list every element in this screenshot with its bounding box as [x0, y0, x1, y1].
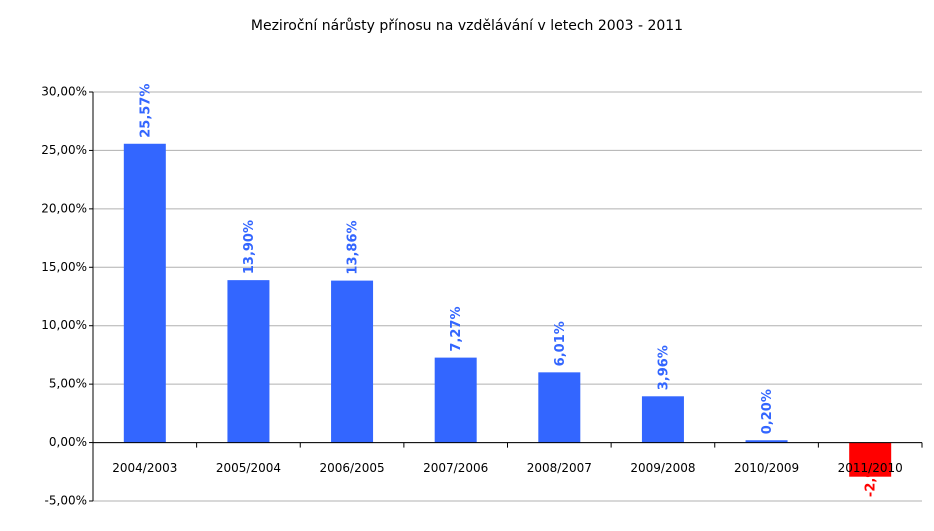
value-label: 13,90% [242, 220, 257, 274]
x-tick-label: 2007/2006 [423, 461, 488, 475]
x-tick-label: 2004/2003 [112, 461, 177, 475]
bar [641, 396, 684, 443]
value-label: 6,01% [553, 321, 568, 366]
y-tick-label: 25,00% [41, 143, 87, 157]
bar [331, 280, 374, 443]
chart-title: Meziroční nárůsty přínosu na vzdělávání … [251, 18, 683, 34]
y-tick-label: 20,00% [41, 201, 87, 215]
bar [123, 143, 166, 443]
y-tick-label: -5,00% [45, 494, 87, 508]
x-tick-label: 2008/2007 [527, 461, 592, 475]
y-tick-label: 10,00% [41, 318, 87, 332]
x-tick-label: 2009/2008 [630, 461, 695, 475]
value-label: 7,27% [449, 307, 464, 352]
value-label: -2,92% [864, 447, 879, 498]
bar [538, 372, 581, 443]
value-label: 3,96% [656, 345, 671, 390]
bar [227, 280, 270, 443]
x-tick-label: 2010/2009 [734, 461, 799, 475]
value-label: 0,20% [760, 389, 775, 434]
value-label: 25,57% [138, 84, 153, 138]
x-tick-label: 2005/2004 [216, 461, 281, 475]
y-tick-label: 15,00% [41, 260, 87, 274]
bar [849, 442, 892, 477]
y-tick-label: 30,00% [41, 85, 87, 99]
y-tick-label: 5,00% [49, 377, 87, 391]
y-tick-label: 0,00% [49, 435, 87, 449]
bar [434, 357, 477, 443]
x-tick-label: 2006/2005 [320, 461, 385, 475]
x-tick-label: 2011/2010 [838, 461, 903, 475]
bar [745, 440, 788, 443]
value-label: 13,86% [346, 220, 361, 274]
